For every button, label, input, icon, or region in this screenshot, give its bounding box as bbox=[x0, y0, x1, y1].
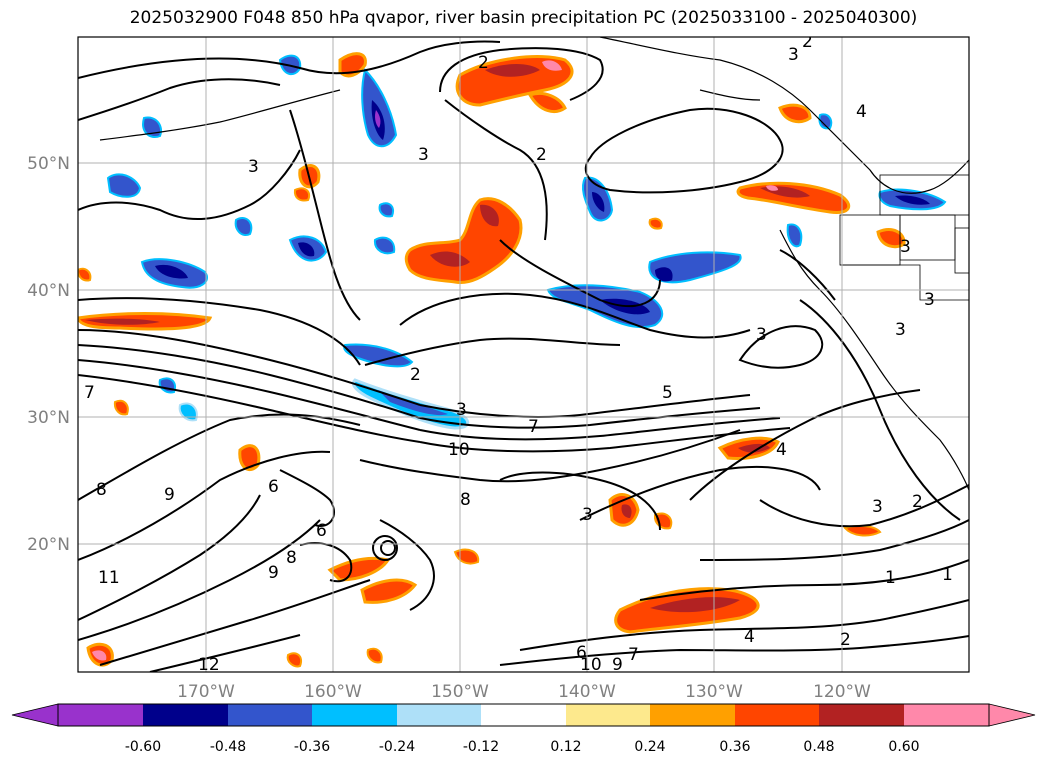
contour-label: 2 bbox=[802, 32, 813, 52]
lon-label: 130°W bbox=[685, 682, 743, 702]
contour-label: 3 bbox=[582, 505, 593, 525]
colorbar-tick-label: -0.24 bbox=[379, 739, 415, 755]
colorbar-segment bbox=[481, 704, 566, 726]
lat-label: 30°N bbox=[27, 408, 70, 428]
gridlines bbox=[78, 37, 969, 672]
longitude-labels: 170°W 160°W 150°W 140°W 130°W 120°W bbox=[177, 682, 871, 702]
contour-label: 3 bbox=[756, 325, 767, 345]
contour-label: 2 bbox=[410, 365, 421, 385]
colorbar-segment bbox=[650, 704, 735, 726]
contour-label: 4 bbox=[744, 627, 755, 647]
contour-label: 2 bbox=[478, 53, 489, 73]
colorbar-segment bbox=[566, 704, 650, 726]
contour-label: 3 bbox=[788, 45, 799, 65]
colorbar-tick-label: 0.12 bbox=[550, 739, 581, 755]
contour-label: 9 bbox=[612, 655, 623, 675]
contour-label: 9 bbox=[268, 563, 279, 583]
contour-label: 3 bbox=[900, 237, 911, 257]
contour-labels: 2 2 2 2 2 2 3 3 3 3 3 3 3 3 3 3 4 4 4 5 … bbox=[84, 32, 953, 675]
colorbar-tick-label: -0.60 bbox=[125, 739, 161, 755]
lon-label: 120°W bbox=[813, 682, 871, 702]
map-frame bbox=[77, 36, 970, 673]
contour-label: 7 bbox=[528, 417, 539, 437]
contour-label: 12 bbox=[198, 655, 220, 675]
colorbar-tick-label: -0.36 bbox=[294, 739, 330, 755]
contour-label: 11 bbox=[98, 568, 120, 588]
contour-label: 3 bbox=[248, 157, 259, 177]
latitude-labels: 50°N 40°N 30°N 20°N bbox=[27, 154, 70, 555]
lon-label: 150°W bbox=[431, 682, 489, 702]
contour-label: 3 bbox=[895, 320, 906, 340]
contour-label: 3 bbox=[872, 497, 883, 517]
contour-label: 10 bbox=[448, 440, 470, 460]
colorbar-tick-label: -0.12 bbox=[463, 739, 499, 755]
contour-label: 3 bbox=[456, 400, 467, 420]
colorbar-tick-label: 0.60 bbox=[888, 739, 919, 755]
contour-label: 8 bbox=[96, 480, 107, 500]
contour-label: 8 bbox=[460, 490, 471, 510]
contour-label: 4 bbox=[856, 102, 867, 122]
lon-label: 170°W bbox=[177, 682, 235, 702]
contour-label: 7 bbox=[84, 383, 95, 403]
colorbar-extend-max bbox=[988, 703, 1036, 727]
colorbar-segment bbox=[312, 704, 397, 726]
contour-label: 7 bbox=[628, 645, 639, 665]
contour-label: 6 bbox=[316, 521, 327, 541]
contour-label: 2 bbox=[840, 630, 851, 650]
negative-anomaly-regions bbox=[106, 54, 947, 430]
colorbar-extend-min bbox=[11, 703, 59, 727]
coastlines bbox=[99, 37, 969, 491]
colorbar-segments bbox=[58, 704, 989, 726]
colorbar-tick-label: 0.24 bbox=[634, 739, 665, 755]
lat-label: 20°N bbox=[27, 535, 70, 555]
contour-label: 4 bbox=[776, 440, 787, 460]
contour-label: 1 bbox=[885, 568, 896, 588]
lat-label: 50°N bbox=[27, 154, 70, 174]
contour-label: 2 bbox=[912, 492, 923, 512]
contour-label: 1 bbox=[942, 565, 953, 585]
colorbar: -0.60 -0.48 -0.36 -0.24 -0.12 0.12 0.24 … bbox=[11, 703, 1036, 755]
contour-label: 3 bbox=[924, 290, 935, 310]
contour-label: 9 bbox=[164, 485, 175, 505]
colorbar-segment bbox=[904, 704, 989, 726]
colorbar-tick-labels: -0.60 -0.48 -0.36 -0.24 -0.12 0.12 0.24 … bbox=[125, 739, 920, 755]
boundaries bbox=[839, 174, 969, 301]
colorbar-segment bbox=[58, 704, 143, 726]
colorbar-segment bbox=[735, 704, 819, 726]
contour-label: 5 bbox=[662, 383, 673, 403]
colorbar-segment bbox=[819, 704, 904, 726]
contour-label: 6 bbox=[576, 643, 587, 663]
colorbar-segment bbox=[397, 704, 481, 726]
contour-label: 8 bbox=[286, 548, 297, 568]
colorbar-tick-label: 0.48 bbox=[803, 739, 834, 755]
qvapor-contours bbox=[78, 40, 969, 672]
contour-label: 2 bbox=[536, 145, 547, 165]
colorbar-outline bbox=[57, 703, 990, 727]
lon-label: 140°W bbox=[558, 682, 616, 702]
contour-label: 3 bbox=[418, 145, 429, 165]
colorbar-tick-label: 0.36 bbox=[719, 739, 750, 755]
colorbar-segment bbox=[143, 704, 228, 726]
figure-title: 2025032900 F048 850 hPa qvapor, river ba… bbox=[129, 8, 918, 28]
colorbar-segment bbox=[228, 704, 312, 726]
lat-label: 40°N bbox=[27, 281, 70, 301]
colorbar-tick-label: -0.48 bbox=[210, 739, 246, 755]
map-area: 2 2 2 2 2 2 3 3 3 3 3 3 3 3 3 3 4 4 4 5 … bbox=[78, 32, 969, 675]
lon-label: 160°W bbox=[304, 682, 362, 702]
contour-label: 6 bbox=[268, 477, 279, 497]
contour-label: 10 bbox=[580, 655, 602, 675]
